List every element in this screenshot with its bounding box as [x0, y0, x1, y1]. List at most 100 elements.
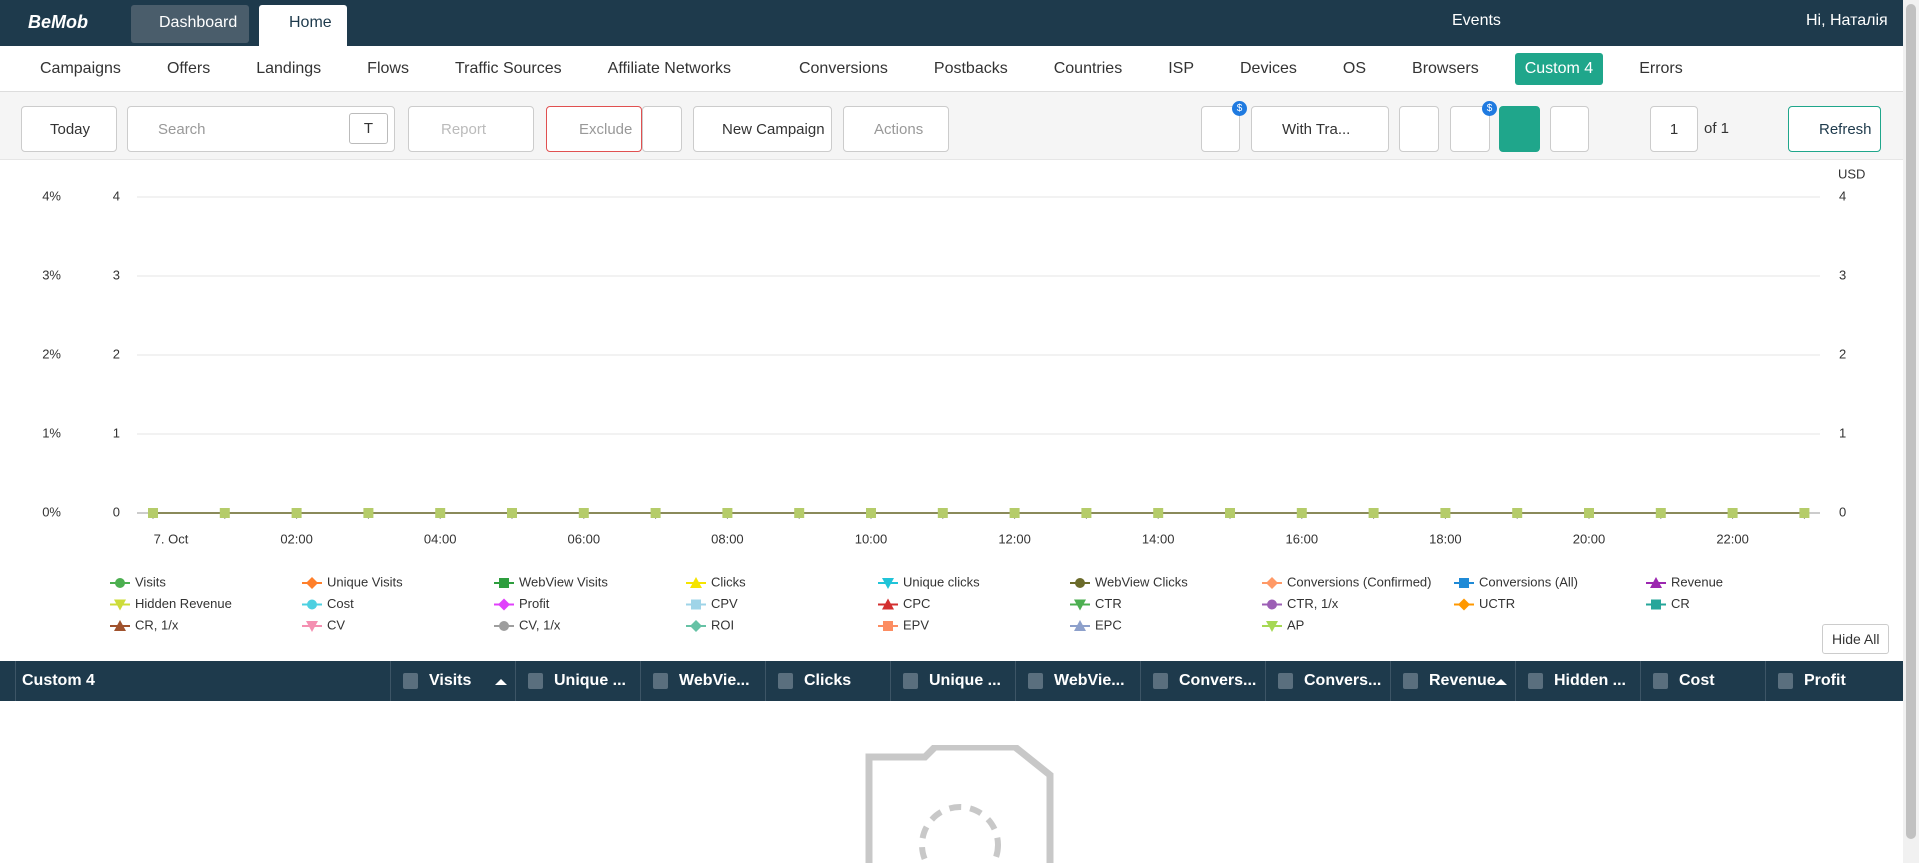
- y-tick-label: 0: [113, 504, 120, 519]
- column-header[interactable]: Convers...: [1265, 661, 1390, 701]
- data-point: [148, 508, 158, 518]
- filter-icon[interactable]: [1403, 673, 1418, 689]
- legend-label[interactable]: AP: [1287, 617, 1304, 632]
- column-header[interactable]: Cost: [1640, 661, 1765, 701]
- nav-item[interactable]: Devices: [1240, 59, 1297, 77]
- column-header[interactable]: WebVie...: [1015, 661, 1140, 701]
- hide-all-button[interactable]: Hide All: [1822, 624, 1890, 654]
- column-header[interactable]: Profit: [1765, 661, 1890, 701]
- legend-label[interactable]: Revenue: [1671, 574, 1723, 589]
- column-header[interactable]: Unique ...: [515, 661, 640, 701]
- nav-item[interactable]: Offers: [166, 59, 211, 77]
- column-header[interactable]: Hidden ...: [1515, 661, 1640, 701]
- new-campaign-button[interactable]: New Campaign: [693, 106, 832, 152]
- legend-label[interactable]: Unique clicks: [903, 574, 980, 589]
- legend-label[interactable]: Hidden Revenue: [135, 596, 232, 611]
- legend-label[interactable]: ROI: [711, 617, 734, 632]
- filter-icon[interactable]: [653, 673, 668, 689]
- column-preset[interactable]: With Tra...: [1251, 106, 1389, 152]
- refresh-button[interactable]: Refresh: [1788, 106, 1881, 152]
- filter-icon[interactable]: [778, 673, 793, 689]
- data-point: [1440, 508, 1451, 518]
- y-tick-label: 2: [113, 346, 120, 361]
- filter-icon[interactable]: [1778, 673, 1793, 689]
- nav-item[interactable]: Countries: [1053, 59, 1123, 77]
- user-menu[interactable]: Hi, Наталія: [1806, 12, 1888, 29]
- column-title: Hidden ...: [1554, 672, 1626, 689]
- column-header[interactable]: Convers...: [1140, 661, 1265, 701]
- legend-label[interactable]: CR: [1671, 596, 1690, 611]
- logo[interactable]: BeMob: [28, 12, 88, 32]
- legend-label[interactable]: Unique Visits: [327, 574, 403, 589]
- chart-toggle[interactable]: [1499, 106, 1540, 152]
- legend-label[interactable]: EPV: [903, 617, 929, 632]
- eye-button[interactable]: [1399, 106, 1439, 152]
- legend-label[interactable]: Conversions (All): [1479, 574, 1578, 589]
- data-point: [1799, 508, 1810, 518]
- legend-marker: [882, 578, 894, 589]
- legend-marker: [1266, 577, 1278, 589]
- legend-label[interactable]: Conversions (Confirmed): [1287, 574, 1432, 589]
- badge: $: [1482, 101, 1497, 116]
- legend-label[interactable]: WebView Visits: [519, 574, 608, 589]
- tab[interactable]: Home: [259, 5, 347, 46]
- legend-label[interactable]: CR, 1/x: [135, 617, 179, 632]
- nav-item[interactable]: Browsers: [1412, 59, 1479, 77]
- column-header[interactable]: Visits: [390, 661, 515, 701]
- exclude-dropdown[interactable]: [642, 106, 682, 152]
- y2-tick-label: 2: [1839, 346, 1846, 361]
- actions-button[interactable]: Actions: [843, 106, 949, 152]
- page-input[interactable]: 1: [1650, 106, 1698, 152]
- y-tick-label: 3: [113, 267, 120, 282]
- filter-icon[interactable]: [1528, 673, 1543, 689]
- legend-label[interactable]: CTR: [1095, 596, 1122, 611]
- column-header[interactable]: Revenue: [1390, 661, 1515, 701]
- search[interactable]: Search T: [127, 106, 395, 152]
- legend-label[interactable]: CV: [327, 617, 345, 632]
- nav-item[interactable]: Postbacks: [933, 59, 1008, 77]
- nav-item[interactable]: Conversions: [798, 59, 888, 77]
- filter-icon[interactable]: [1028, 673, 1043, 689]
- legend-label[interactable]: CV, 1/x: [519, 617, 561, 632]
- nav-item[interactable]: Affiliate Networks: [607, 59, 731, 77]
- column-header[interactable]: Clicks: [765, 661, 890, 701]
- column-header[interactable]: WebVie...: [640, 661, 765, 701]
- nav-item[interactable]: Custom 4: [1514, 52, 1604, 85]
- legend-label[interactable]: Clicks: [711, 574, 746, 589]
- exclude-button[interactable]: Exclude: [546, 106, 642, 152]
- nav-item[interactable]: Traffic Sources: [454, 59, 562, 77]
- filter-icon[interactable]: [903, 673, 918, 689]
- legend-label[interactable]: CPC: [903, 596, 930, 611]
- nav-item[interactable]: Landings: [256, 59, 322, 77]
- filter-icon[interactable]: [1653, 673, 1668, 689]
- column-header[interactable]: Unique ...: [890, 661, 1015, 701]
- legend-marker: [499, 578, 509, 588]
- filter-icon[interactable]: [403, 673, 418, 689]
- nav-item[interactable]: Campaigns: [40, 59, 121, 77]
- nav-item[interactable]: OS: [1342, 59, 1367, 77]
- legend-label[interactable]: Profit: [519, 596, 550, 611]
- legend-label[interactable]: UCTR: [1479, 596, 1515, 611]
- filter-icon[interactable]: [1153, 673, 1168, 689]
- legend-label[interactable]: CTR, 1/x: [1287, 596, 1339, 611]
- nav-item[interactable]: Errors: [1639, 59, 1683, 77]
- filter-icon[interactable]: [1278, 673, 1293, 689]
- legend-label[interactable]: CPV: [711, 596, 738, 611]
- legend-label[interactable]: WebView Clicks: [1095, 574, 1188, 589]
- column-header[interactable]: Custom 4: [15, 661, 390, 701]
- report-button[interactable]: Report: [408, 106, 534, 152]
- legend-label[interactable]: Visits: [135, 574, 166, 589]
- nav-item[interactable]: Flows: [367, 59, 409, 77]
- date-picker[interactable]: Today: [21, 106, 117, 152]
- search-type[interactable]: T: [348, 113, 388, 144]
- currency-label: USD: [1838, 166, 1865, 181]
- data-point: [1009, 508, 1020, 518]
- legend-label[interactable]: Cost: [327, 596, 354, 611]
- settings-button[interactable]: [1550, 106, 1589, 152]
- scrollbar[interactable]: [1903, 0, 1919, 863]
- legend-label[interactable]: EPC: [1095, 617, 1122, 632]
- tab[interactable]: Dashboard: [131, 5, 249, 43]
- nav-item[interactable]: ISP: [1168, 59, 1194, 77]
- filter-icon[interactable]: [528, 673, 543, 689]
- events-menu[interactable]: Events: [1452, 12, 1501, 29]
